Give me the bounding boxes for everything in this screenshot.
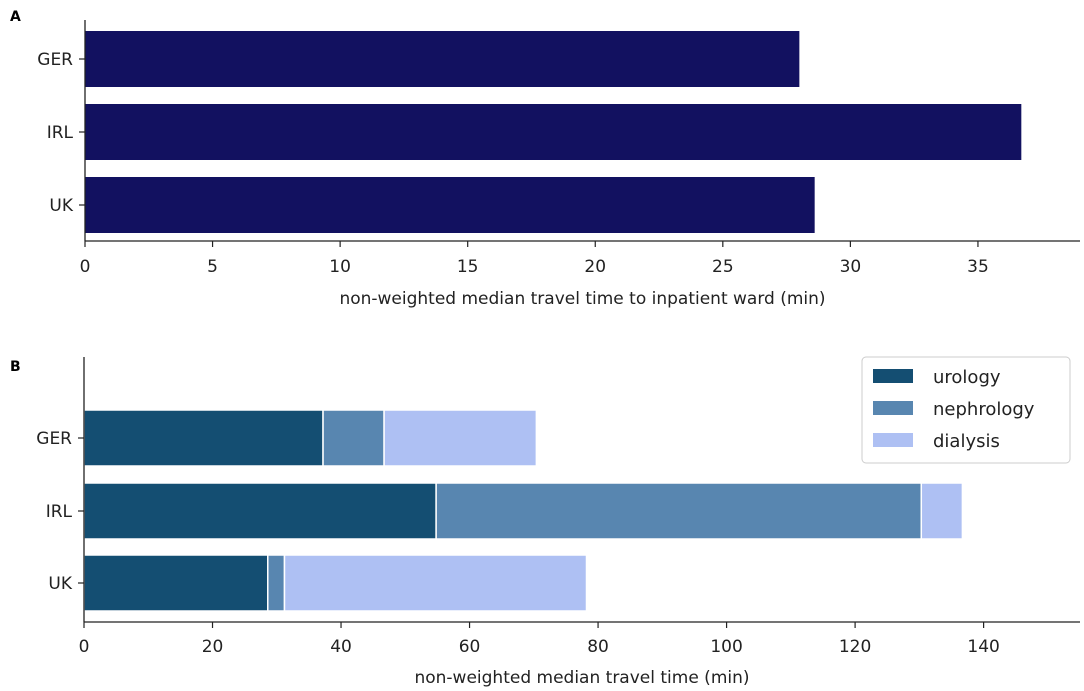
panel-b-ytick-label-irl: IRL <box>46 502 73 522</box>
panel-b-bar-uk-dialysis <box>283 554 588 612</box>
panel-b-bar-uk-urology <box>83 554 269 612</box>
panel-b-bar-uk-nephrology <box>267 554 286 612</box>
panel-a-xtick-label: 20 <box>584 257 606 277</box>
panel-a-xtick-label: 25 <box>712 257 734 277</box>
legend-label-dialysis: dialysis <box>933 431 1000 452</box>
panel-a-ytick-label-uk: UK <box>49 196 73 216</box>
panel-b: B GER IRL UK 0 20 40 60 80 100 120 140 non-weighted… <box>10 356 1080 688</box>
panel-b-xtick-label: 100 <box>710 637 742 657</box>
panel-b-xtick-label: 140 <box>967 637 999 657</box>
panel-a-ytick-label-ger: GER <box>37 50 73 70</box>
panel-b-ytick-label-uk: UK <box>48 574 72 594</box>
panel-b-label: B <box>10 359 21 375</box>
panel-a-bar-uk <box>85 177 815 233</box>
panel-a-xtick-label: 15 <box>457 257 479 277</box>
panel-a-xtick-label: 10 <box>329 257 351 277</box>
panel-a-xtick-label: 5 <box>207 257 218 277</box>
legend-label-urology: urology <box>933 367 1001 388</box>
panel-b-xtick-label: 80 <box>587 637 609 657</box>
panel-a-xtick-label: 30 <box>840 257 862 277</box>
panel-b-xtick-label: 0 <box>79 637 90 657</box>
panel-b-x-axis-title: non-weighted median travel time (min) <box>414 668 749 688</box>
panel-a-label: A <box>10 9 21 25</box>
panel-b-xtick-label: 20 <box>202 637 224 657</box>
legend-swatch-nephrology <box>873 401 913 415</box>
panel-b-xtick-label: 120 <box>839 637 871 657</box>
panel-a: A GER IRL UK 0 5 10 15 20 25 30 35 non-weighted med… <box>10 9 1080 309</box>
panel-a-ytick-label-irl: IRL <box>47 123 74 143</box>
panel-a-bar-irl <box>85 104 1022 160</box>
panel-a-x-axis-title: non-weighted median travel time to inpat… <box>339 289 825 309</box>
panel-b-bar-ger-urology <box>83 409 324 467</box>
legend-label-nephrology: nephrology <box>933 399 1035 420</box>
legend-swatch-urology <box>873 369 913 383</box>
panel-b-bar-irl-urology <box>83 482 437 540</box>
legend-swatch-dialysis <box>873 433 913 447</box>
legend-box <box>861 356 1071 464</box>
panel-a-xtick-label: 35 <box>967 257 989 277</box>
panel-b-bar-irl-nephrology <box>435 482 923 540</box>
panel-a-xtick-label: 0 <box>80 257 91 277</box>
legend: urology nephrology dialysis <box>861 356 1071 464</box>
panel-b-bar-irl-dialysis <box>920 482 964 540</box>
panel-b-bar-ger-dialysis <box>383 409 538 467</box>
panel-b-xtick-label: 40 <box>330 637 352 657</box>
panel-b-bar-ger-nephrology <box>322 409 385 467</box>
panel-b-ytick-label-ger: GER <box>36 429 72 449</box>
panel-a-bar-ger <box>85 31 800 87</box>
panel-b-xtick-label: 60 <box>459 637 481 657</box>
